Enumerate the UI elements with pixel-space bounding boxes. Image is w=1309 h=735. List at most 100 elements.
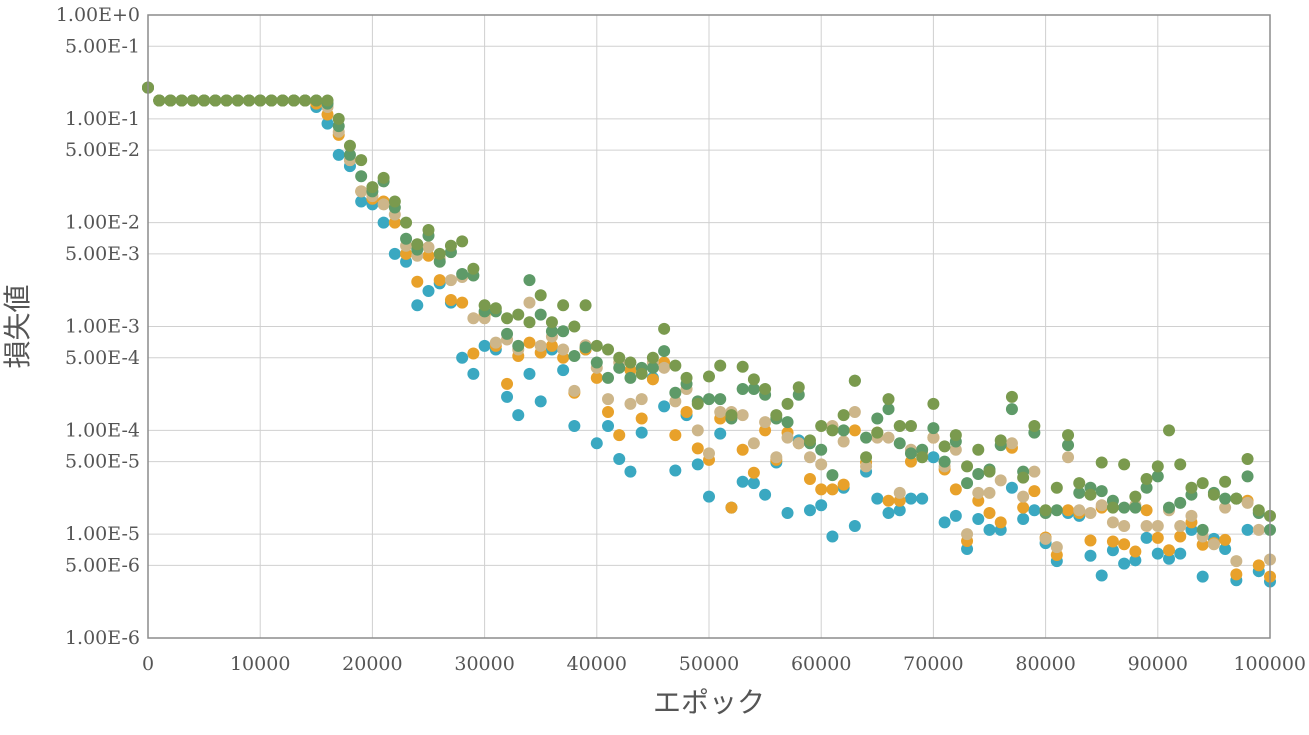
data-point: [781, 431, 794, 444]
data-point: [1196, 477, 1209, 490]
data-point: [557, 325, 570, 338]
data-point: [400, 216, 413, 229]
data-point: [1084, 506, 1097, 519]
data-point: [635, 367, 648, 380]
data-point: [1230, 568, 1243, 581]
data-point: [1140, 519, 1153, 532]
data-point: [422, 284, 435, 297]
data-point: [276, 94, 289, 107]
data-point: [904, 420, 917, 433]
y-tick-label: 1.00E-3: [65, 316, 140, 338]
data-point: [669, 386, 682, 399]
data-point: [803, 504, 816, 517]
data-point: [871, 492, 884, 505]
data-point: [1017, 471, 1030, 484]
data-point: [635, 393, 648, 406]
data-point: [1252, 523, 1265, 536]
data-point: [893, 437, 906, 450]
data-point: [400, 232, 413, 245]
data-point: [680, 406, 693, 419]
data-point: [1017, 501, 1030, 514]
data-point: [1151, 519, 1164, 532]
data-point: [1017, 512, 1030, 525]
data-point: [501, 390, 514, 403]
data-point: [613, 429, 626, 442]
data-point: [1252, 559, 1265, 572]
data-point: [1163, 424, 1176, 437]
data-point: [1118, 538, 1131, 551]
data-point: [467, 347, 480, 360]
data-point: [994, 474, 1007, 487]
data-point: [1174, 519, 1187, 532]
data-point: [1005, 390, 1018, 403]
data-point: [1219, 492, 1232, 505]
data-point: [1219, 533, 1232, 546]
data-point: [1140, 531, 1153, 544]
data-point: [164, 94, 177, 107]
data-point: [803, 451, 816, 464]
data-point: [691, 424, 704, 437]
data-point: [467, 262, 480, 275]
data-point: [568, 349, 581, 362]
data-point: [714, 406, 727, 419]
data-point: [613, 452, 626, 465]
data-point: [669, 464, 682, 477]
data-point: [557, 364, 570, 377]
data-point: [904, 455, 917, 468]
data-point: [602, 406, 615, 419]
data-point: [534, 395, 547, 408]
data-point: [343, 148, 356, 161]
data-point: [332, 148, 345, 161]
data-point: [388, 247, 401, 260]
data-point: [501, 312, 514, 325]
x-tick-label: 40000: [567, 653, 627, 675]
data-point: [512, 339, 525, 352]
data-point: [747, 383, 760, 396]
data-point: [478, 299, 491, 312]
x-tick-label: 30000: [454, 653, 514, 675]
y-tick-label: 1.00E-1: [65, 108, 140, 130]
data-point: [916, 451, 929, 464]
data-point: [826, 483, 839, 496]
data-point: [781, 506, 794, 519]
data-point: [994, 434, 1007, 447]
data-point: [1005, 481, 1018, 494]
data-point: [961, 460, 974, 473]
data-point: [523, 367, 536, 380]
data-point: [747, 373, 760, 386]
data-point: [568, 320, 581, 333]
data-point: [770, 451, 783, 464]
data-point: [680, 371, 693, 384]
data-point: [1163, 501, 1176, 514]
x-tick-label: 0: [142, 653, 154, 675]
y-tick-label: 5.00E-5: [65, 451, 140, 473]
data-point: [579, 299, 592, 312]
data-point: [377, 171, 390, 184]
data-point: [1039, 532, 1052, 545]
data-point: [646, 361, 659, 374]
data-point: [186, 94, 199, 107]
data-point: [355, 170, 368, 183]
data-point: [501, 327, 514, 340]
data-point: [1151, 470, 1164, 483]
data-point: [983, 506, 996, 519]
data-point: [837, 435, 850, 448]
data-point: [747, 437, 760, 450]
data-point: [983, 465, 996, 478]
data-point: [781, 416, 794, 429]
data-point: [882, 393, 895, 406]
data-point: [489, 336, 502, 349]
data-point: [1084, 488, 1097, 501]
data-point: [422, 223, 435, 236]
data-point: [815, 499, 828, 512]
data-point: [1106, 535, 1119, 548]
data-point: [602, 371, 615, 384]
data-point: [411, 275, 424, 288]
data-point: [759, 383, 772, 396]
data-point: [1095, 569, 1108, 582]
data-point: [747, 477, 760, 490]
data-point: [1151, 531, 1164, 544]
data-point: [388, 216, 401, 229]
x-axis-title: エポック: [653, 686, 765, 719]
data-point: [714, 359, 727, 372]
